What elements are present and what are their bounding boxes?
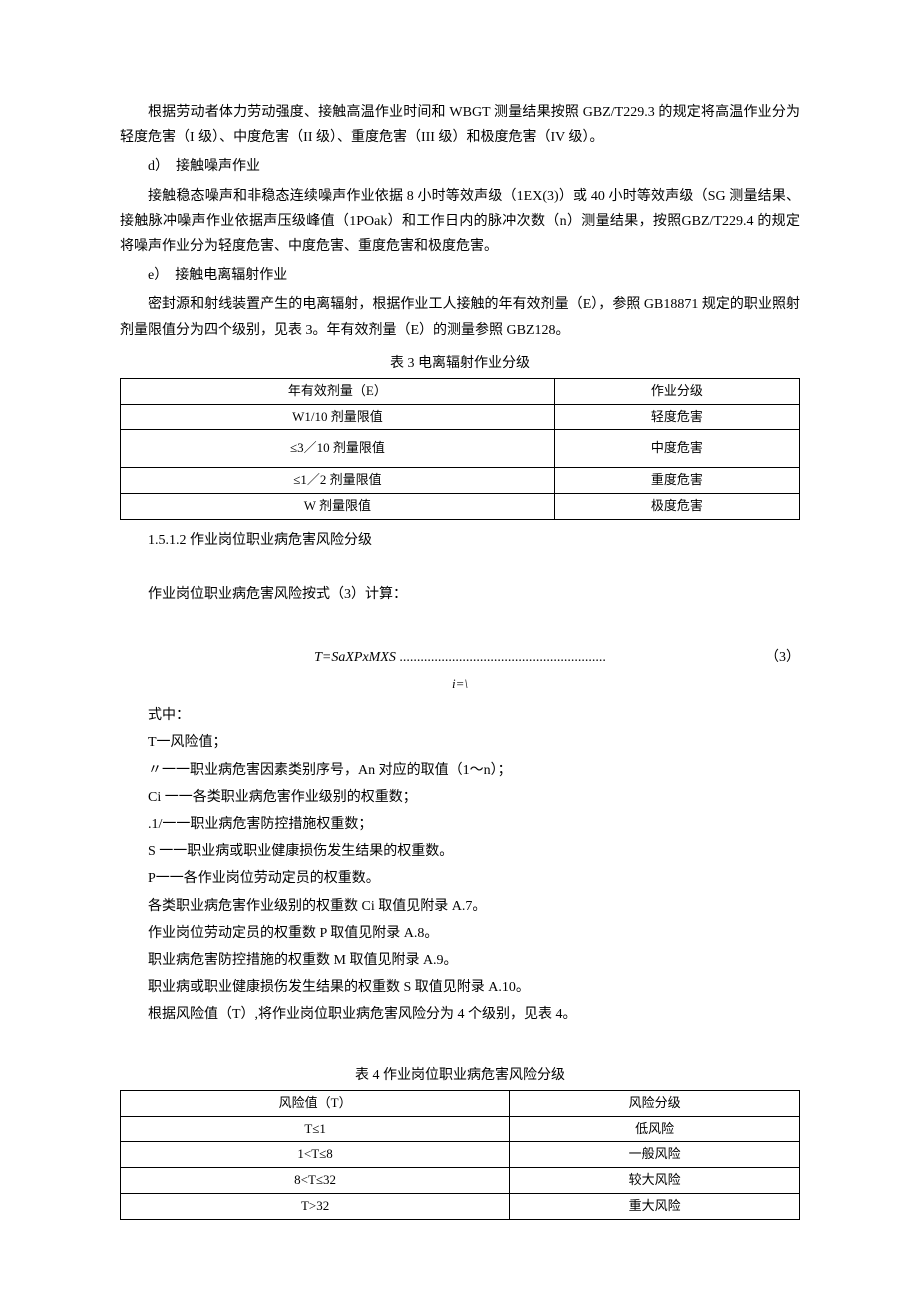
- def-item: S 一一职业病或职业健康损伤发生结果的权重数。: [120, 839, 800, 864]
- table4-cell: T>32: [121, 1194, 510, 1220]
- table4-cell: 一般风险: [510, 1142, 800, 1168]
- def-item: .1/一一职业病危害防控措施权重数；: [120, 812, 800, 837]
- list-item-d: d） 接触噪声作业: [120, 154, 800, 179]
- table3-cell: 中度危害: [554, 430, 799, 468]
- formula-dots: ........................................…: [396, 650, 606, 665]
- table3-cell: 轻度危害: [554, 404, 799, 430]
- table-row: 年有效剂量（E） 作业分级: [121, 378, 800, 404]
- table-row: 1<T≤8 一般风险: [121, 1142, 800, 1168]
- table-row: 8<T≤32 较大风险: [121, 1168, 800, 1194]
- table-row: T>32 重大风险: [121, 1194, 800, 1220]
- table-row: T≤1 低风险: [121, 1116, 800, 1142]
- paragraph-noise: 接触稳态噪声和非稳态连续噪声作业依据 8 小时等效声级（1EX(3)）或 40 …: [120, 184, 800, 260]
- label-where: 式中：: [120, 703, 800, 728]
- table3-cell: 极度危害: [554, 494, 799, 520]
- table4-risk-grading: 风险值（T） 风险分级 T≤1 低风险 1<T≤8 一般风险 8<T≤32 较大…: [120, 1090, 800, 1220]
- table3-cell: ≤3／10 剂量限值: [121, 430, 555, 468]
- table4-title: 表 4 作业岗位职业病危害风险分级: [120, 1063, 800, 1088]
- table3-cell: 重度危害: [554, 468, 799, 494]
- table4-cell: 较大风险: [510, 1168, 800, 1194]
- note-item: 职业病或职业健康损伤发生结果的权重数 S 取值见附录 A.10。: [120, 975, 800, 1000]
- note-item: 职业病危害防控措施的权重数 M 取值见附录 A.9。: [120, 948, 800, 973]
- table3-radiation-grading: 年有效剂量（E） 作业分级 W1/10 剂量限值 轻度危害 ≤3／10 剂量限值…: [120, 378, 800, 520]
- def-item: P一一各作业岗位劳动定员的权重数。: [120, 866, 800, 891]
- table4-cell: 1<T≤8: [121, 1142, 510, 1168]
- table-row: W 剂量限值 极度危害: [121, 494, 800, 520]
- note-item: 作业岗位劳动定员的权重数 P 取值见附录 A.8。: [120, 921, 800, 946]
- table-row: W1/10 剂量限值 轻度危害: [121, 404, 800, 430]
- note-item: 各类职业病危害作业级别的权重数 Ci 取值见附录 A.7。: [120, 894, 800, 919]
- formula-number: （3）: [765, 645, 800, 670]
- formula-subscript: i=\: [120, 672, 800, 695]
- table4-header-0: 风险值（T）: [121, 1090, 510, 1116]
- table3-title: 表 3 电离辐射作业分级: [120, 351, 800, 376]
- table3-cell: W 剂量限值: [121, 494, 555, 520]
- table4-cell: 低风险: [510, 1116, 800, 1142]
- table-row: ≤3／10 剂量限值 中度危害: [121, 430, 800, 468]
- paragraph-radiation: 密封源和射线装置产生的电离辐射，根据作业工人接触的年有效剂量（E），参照 GB1…: [120, 292, 800, 342]
- table3-header-1: 作业分级: [554, 378, 799, 404]
- formula-text: T=SaXPxMXS: [314, 650, 396, 665]
- note-item: 根据风险值（T）,将作业岗位职业病危害风险分为 4 个级别，见表 4。: [120, 1002, 800, 1027]
- def-item: T一风险值；: [120, 730, 800, 755]
- list-item-e: e） 接触电离辐射作业: [120, 263, 800, 288]
- table3-header-0: 年有效剂量（E）: [121, 378, 555, 404]
- def-item: 〃一一职业病危害因素类别序号，An 对应的取值（1～n）；: [120, 758, 800, 783]
- table4-cell: T≤1: [121, 1116, 510, 1142]
- table-row: 风险值（T） 风险分级: [121, 1090, 800, 1116]
- table3-cell: ≤1／2 剂量限值: [121, 468, 555, 494]
- paragraph-intro-heat: 根据劳动者体力劳动强度、接触高温作业时间和 WBGT 测量结果按照 GBZ/T2…: [120, 100, 800, 150]
- formula-3: T=SaXPxMXS .............................…: [120, 645, 800, 670]
- table4-header-1: 风险分级: [510, 1090, 800, 1116]
- table-row: ≤1／2 剂量限值 重度危害: [121, 468, 800, 494]
- table4-cell: 8<T≤32: [121, 1168, 510, 1194]
- table4-cell: 重大风险: [510, 1194, 800, 1220]
- table3-cell: W1/10 剂量限值: [121, 404, 555, 430]
- section-1512-heading: 1.5.1.2 作业岗位职业病危害风险分级: [120, 528, 800, 553]
- paragraph-formula-intro: 作业岗位职业病危害风险按式（3）计算：: [120, 582, 800, 607]
- def-item: Ci 一一各类职业病危害作业级别的权重数；: [120, 785, 800, 810]
